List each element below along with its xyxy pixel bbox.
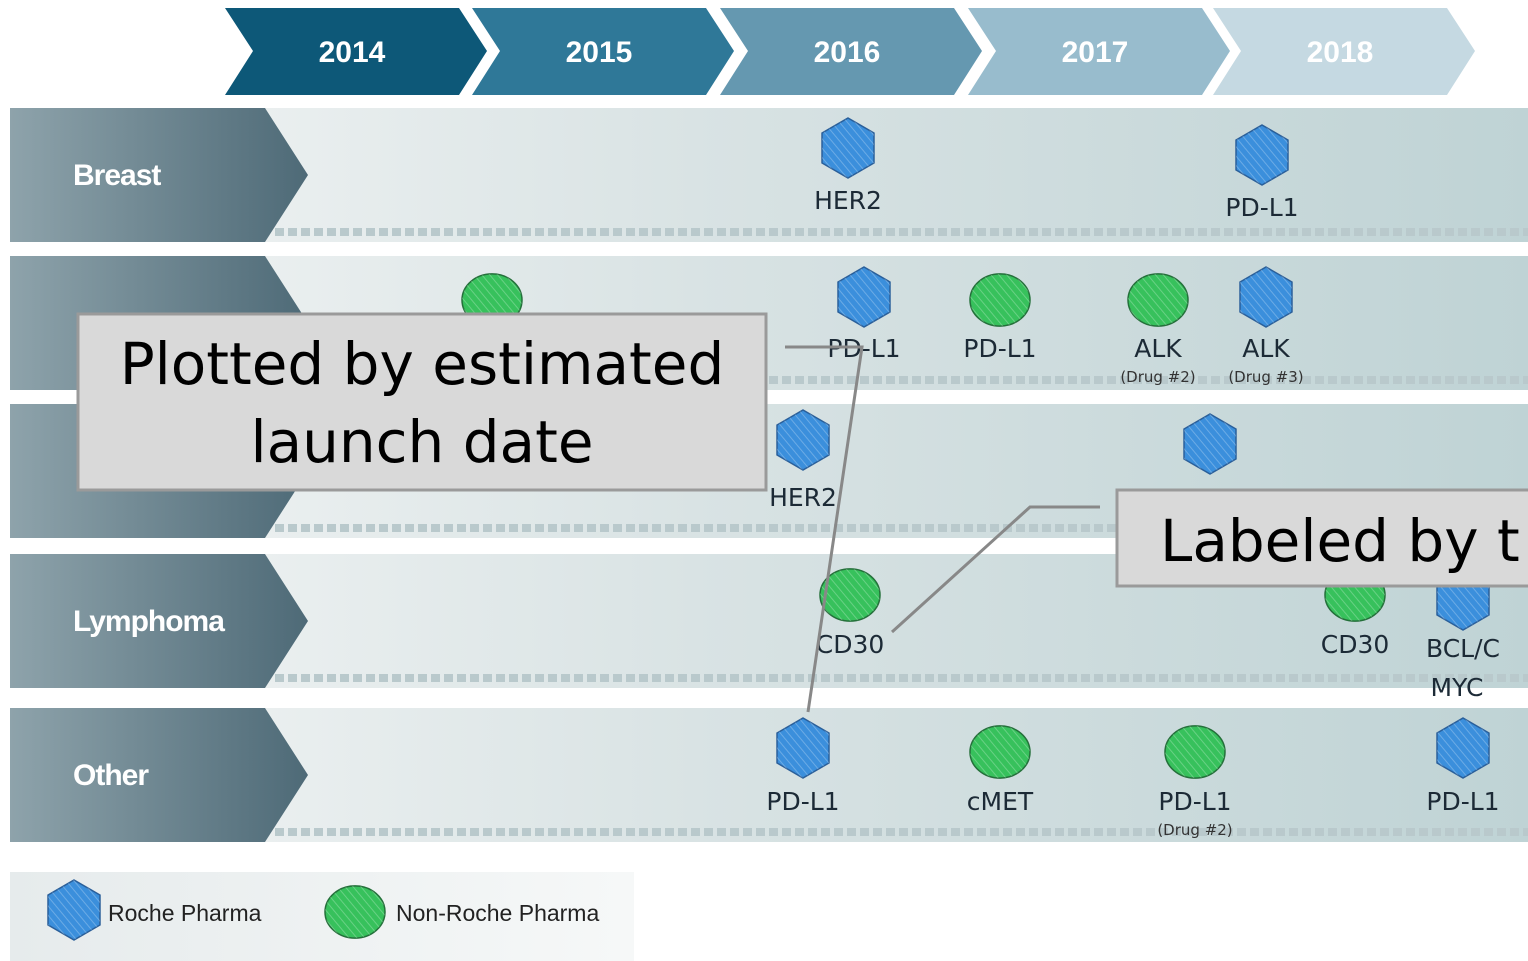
year-label: 2016 (814, 36, 881, 69)
callout-text: Labeled by t (1160, 507, 1520, 575)
year-chevron (472, 8, 734, 95)
row-label: Breast (73, 159, 161, 192)
year-label: 2014 (319, 36, 386, 69)
item-label: PD-L1 (1158, 787, 1231, 816)
row-chevron (10, 708, 308, 842)
callout-leader (785, 345, 864, 713)
item-label: MYC (1431, 673, 1484, 702)
year-chevron (225, 8, 487, 95)
row-chevron (10, 108, 308, 242)
legend-label: Non-Roche Pharma (396, 900, 599, 926)
hatch (1165, 725, 1225, 779)
hatch (1240, 267, 1292, 327)
row-chevron (10, 554, 308, 688)
hatch (822, 118, 874, 178)
item-label: cMET (967, 787, 1034, 816)
hatch (1236, 125, 1288, 185)
hatch (970, 725, 1030, 779)
callout-text: launch date (250, 408, 593, 476)
item-label: BCL/C (1426, 634, 1500, 663)
year-chevron (1213, 8, 1475, 95)
item-sublabel: (Drug #2) (1157, 821, 1232, 839)
hatch (1437, 718, 1489, 778)
hatch (970, 273, 1030, 327)
item-sublabel: (Drug #2) (1120, 368, 1195, 386)
row-label: Lymphoma (73, 605, 225, 638)
item-label: PD-L1 (766, 787, 839, 816)
year-chevron (720, 8, 982, 95)
item-label: PD-L1 (1225, 193, 1298, 222)
item-label: ALK (1134, 334, 1182, 363)
callout-box (76, 312, 768, 492)
hatch (325, 885, 385, 939)
year-chevron (968, 8, 1230, 95)
hatch (777, 718, 829, 778)
item-label: PD-L1 (963, 334, 1036, 363)
hatch (777, 410, 829, 470)
hatch (1184, 414, 1236, 474)
hatch (48, 880, 100, 940)
year-label: 2017 (1062, 36, 1129, 69)
item-sublabel: (Drug #3) (1228, 368, 1303, 386)
callout-text: Plotted by estimated (120, 330, 725, 398)
item-label: CD30 (816, 630, 885, 659)
item-label: CD30 (1321, 630, 1390, 659)
item-label: ALK (1242, 334, 1290, 363)
item-label: HER2 (814, 186, 882, 215)
callout-leader (890, 505, 1100, 634)
hatch (838, 267, 890, 327)
item-label: HER2 (769, 483, 837, 512)
row-label: Other (73, 759, 149, 792)
hatch (1128, 273, 1188, 327)
legend-label: Roche Pharma (108, 900, 262, 926)
year-label: 2018 (1307, 36, 1374, 69)
callout-box (1115, 488, 1528, 588)
year-label: 2015 (566, 36, 633, 69)
item-label: PD-L1 (1426, 787, 1499, 816)
legend-bg (10, 872, 634, 961)
hatch (820, 568, 880, 622)
